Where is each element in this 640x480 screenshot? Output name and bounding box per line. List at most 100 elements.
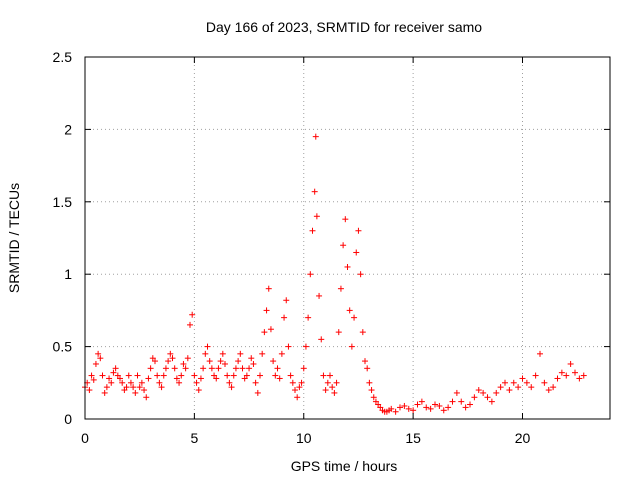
- y-axis-label: SRMTID / TECUs: [6, 183, 22, 293]
- data-point: [195, 387, 202, 394]
- y-tick-label: 0: [64, 411, 72, 427]
- data-point: [180, 360, 187, 367]
- data-point: [208, 365, 215, 372]
- data-point: [108, 379, 115, 386]
- data-point: [248, 355, 255, 362]
- axis-ticks: [84, 56, 610, 420]
- x-tick-label: 10: [296, 430, 312, 446]
- data-point: [123, 384, 130, 391]
- data-point: [410, 407, 417, 414]
- data-point: [167, 350, 174, 357]
- y-tick-label: 1.5: [53, 194, 73, 210]
- data-point: [287, 372, 294, 379]
- y-tick-labels: 0 0.5 1 1.5 2 2.5: [53, 49, 73, 427]
- data-point: [327, 372, 333, 379]
- data-point: [99, 372, 106, 379]
- data-point: [230, 372, 237, 379]
- data-point: [189, 311, 196, 318]
- data-point: [228, 384, 235, 391]
- data-point: [95, 350, 102, 357]
- data-point: [206, 358, 213, 365]
- data-point: [471, 394, 478, 401]
- data-point: [243, 372, 250, 379]
- data-point: [480, 389, 487, 396]
- data-point: [169, 355, 176, 362]
- data-point: [226, 379, 233, 386]
- data-point: [173, 375, 180, 382]
- data-point: [311, 188, 318, 195]
- data-point: [436, 402, 443, 409]
- data-point: [475, 387, 482, 394]
- data-point: [362, 358, 368, 365]
- data-point: [147, 365, 154, 372]
- data-point: [342, 216, 349, 223]
- x-axis-label: GPS time / hours: [291, 458, 398, 474]
- data-point: [215, 365, 222, 372]
- data-point: [329, 384, 336, 391]
- data-point: [401, 402, 408, 409]
- data-point: [127, 379, 134, 386]
- data-point: [110, 369, 117, 376]
- data-point: [567, 360, 574, 367]
- chart-title: Day 166 of 2023, SRMTID for receiver sam…: [206, 19, 482, 35]
- data-point: [523, 379, 530, 386]
- data-point: [366, 379, 373, 386]
- data-point: [252, 379, 259, 386]
- data-point: [182, 365, 189, 372]
- data-point: [392, 408, 399, 415]
- data-point: [340, 242, 347, 249]
- data-point: [261, 329, 268, 336]
- data-point: [510, 379, 517, 386]
- data-point: [318, 336, 325, 343]
- data-point: [204, 343, 211, 350]
- data-point: [312, 133, 319, 140]
- data-point: [335, 329, 342, 336]
- data-point: [235, 358, 242, 365]
- data-point: [320, 372, 327, 379]
- data-point: [281, 314, 288, 321]
- data-point: [572, 369, 578, 376]
- data-point: [370, 394, 377, 401]
- data-point: [143, 394, 150, 401]
- data-point: [171, 365, 178, 372]
- data-point: [193, 379, 200, 386]
- data-point: [270, 358, 277, 365]
- data-point: [103, 384, 110, 391]
- data-point: [368, 387, 375, 394]
- data-point: [440, 407, 447, 414]
- y-tick-label: 2.5: [53, 49, 73, 65]
- data-point: [101, 389, 108, 396]
- data-point: [359, 329, 366, 336]
- data-point: [515, 384, 522, 391]
- data-point: [351, 314, 358, 321]
- plot-frame: [84, 56, 611, 420]
- data-point: [313, 213, 320, 220]
- data-point: [283, 297, 290, 304]
- data-point: [344, 263, 351, 270]
- data-point: [364, 365, 371, 372]
- data-point: [550, 384, 557, 391]
- data-point: [337, 285, 344, 292]
- data-point: [154, 372, 161, 379]
- data-point: [316, 292, 323, 299]
- data-point: [418, 398, 425, 405]
- data-point: [292, 387, 298, 394]
- data-point: [145, 375, 152, 382]
- data-point: [160, 372, 167, 379]
- data-point: [302, 343, 309, 350]
- data-point: [541, 379, 548, 386]
- data-point: [213, 375, 220, 382]
- data-point: [467, 401, 473, 408]
- data-point: [309, 227, 316, 234]
- data-point: [353, 249, 360, 256]
- data-point: [563, 372, 570, 379]
- data-point: [134, 372, 141, 379]
- data-point: [427, 405, 434, 412]
- data-point: [502, 379, 508, 386]
- data-point: [276, 375, 283, 382]
- data-point: [397, 404, 403, 411]
- data-point: [197, 375, 204, 382]
- data-point: [519, 375, 526, 382]
- data-point: [156, 379, 163, 386]
- data-point: [237, 350, 244, 357]
